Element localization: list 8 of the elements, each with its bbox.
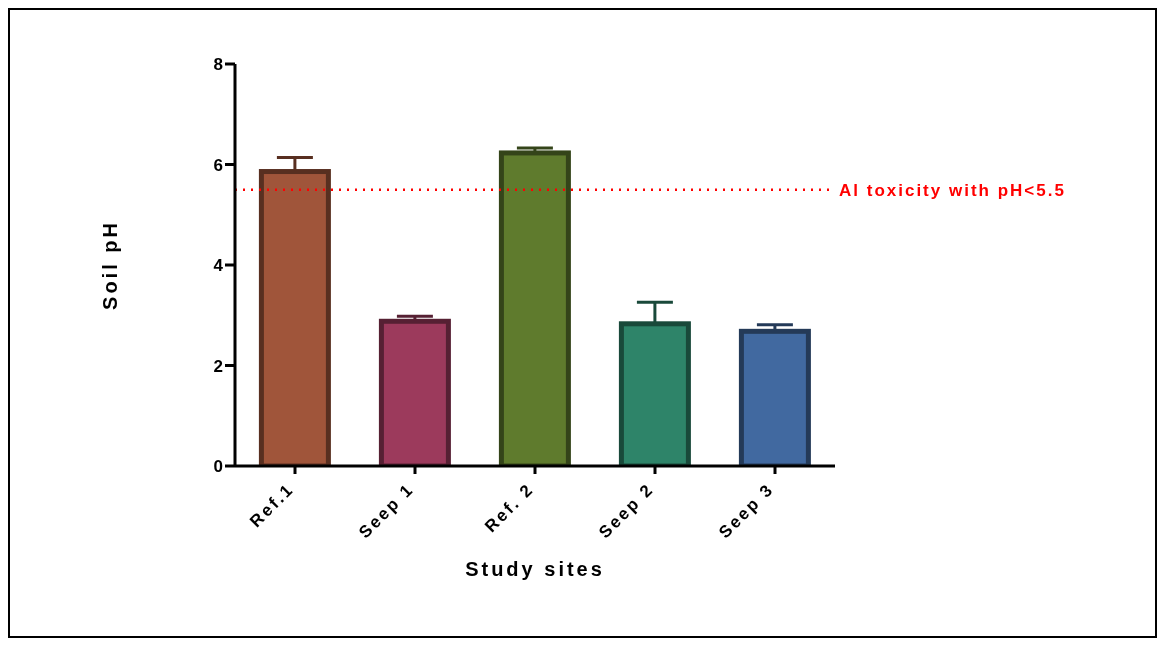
y-tick-label: 6: [213, 155, 223, 175]
y-tick-label: 8: [213, 55, 223, 75]
y-tick-label: 4: [213, 256, 224, 276]
y-axis-title: Soil pH: [99, 220, 122, 310]
y-tick-label: 2: [213, 356, 223, 376]
ref-line-label: Al toxicity with pH<5.5: [839, 180, 1066, 200]
x-axis-title: Study sites: [465, 558, 605, 580]
y-tick-label: 0: [213, 457, 223, 477]
